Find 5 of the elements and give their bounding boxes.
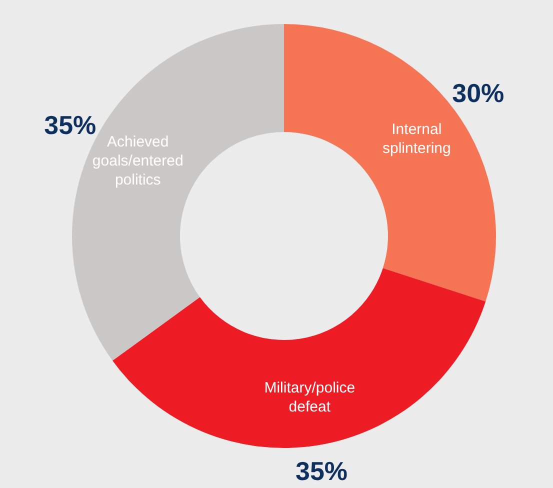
data-label: 35% — [296, 456, 348, 486]
slice-label: Military/police defeat — [264, 379, 356, 416]
data-label: 30% — [452, 78, 504, 108]
donut-slice — [112, 268, 486, 448]
slice-label: Internal splintering — [382, 121, 451, 158]
